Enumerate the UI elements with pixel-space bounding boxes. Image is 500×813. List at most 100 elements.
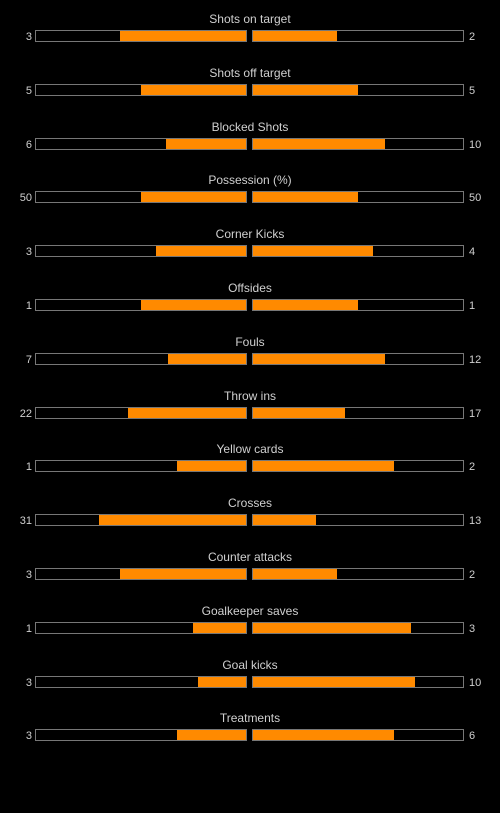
stat-label: Shots off target [209, 65, 291, 80]
away-value: 4 [469, 246, 476, 259]
away-bar-fill [253, 730, 394, 741]
away-value: 6 [469, 730, 476, 743]
away-bar-fill [253, 84, 358, 95]
home-value: 3 [25, 569, 32, 581]
home-bar-track [35, 514, 247, 527]
stat-row: Corner Kicks 3 4 [0, 227, 500, 267]
home-bar-fill [177, 730, 246, 741]
home-bar-fill [141, 300, 246, 310]
home-bar-track [35, 245, 247, 258]
stat-row: Fouls 7 12 [0, 335, 500, 375]
home-value: 3 [25, 676, 32, 689]
away-bar-track [252, 568, 464, 580]
away-bar-track [252, 675, 464, 688]
stat-row: Treatments 3 6 [0, 711, 500, 751]
stat-label: Treatments [219, 711, 281, 726]
home-bar-track [35, 299, 247, 311]
away-bar-fill [253, 622, 411, 633]
home-bar-fill [177, 461, 246, 472]
home-value: 3 [25, 730, 32, 743]
stat-label: Shots on target [209, 12, 291, 26]
home-bar-fill [120, 31, 246, 41]
home-bar-track [35, 460, 247, 473]
stat-label: Yellow cards [216, 442, 284, 457]
away-bar-track [252, 514, 464, 527]
home-bar-track [35, 30, 247, 42]
away-value: 3 [469, 622, 476, 635]
stat-row: Shots on target 3 2 [0, 12, 500, 52]
stat-label: Throw ins [223, 388, 276, 403]
home-bar-track [35, 137, 247, 150]
home-bar-fill [141, 84, 246, 95]
home-value: 5 [25, 84, 32, 97]
away-bar-track [252, 191, 464, 204]
stat-row: Goalkeeper saves 1 3 [0, 604, 500, 644]
away-bar-track [252, 460, 464, 473]
home-bar-fill [166, 138, 246, 149]
away-bar-fill [253, 246, 373, 257]
away-bar-track [252, 729, 464, 742]
stat-label: Crosses [227, 496, 272, 511]
away-bar-fill [253, 407, 345, 418]
stat-label: Possession (%) [208, 173, 292, 188]
home-value: 22 [19, 407, 32, 420]
home-value: 7 [25, 353, 32, 366]
away-bar-track [252, 83, 464, 96]
home-value: 3 [25, 246, 32, 259]
stat-row: Counter attacks 3 2 [0, 550, 500, 590]
away-bar-track [252, 352, 464, 365]
away-bar-track [252, 621, 464, 634]
away-bar-fill [253, 31, 337, 41]
stat-row: Goal kicks 3 10 [0, 658, 500, 698]
away-bar-fill [253, 353, 385, 364]
away-bar-fill [253, 138, 385, 149]
away-value: 12 [469, 353, 482, 366]
away-bar-fill [253, 515, 316, 526]
away-value: 2 [469, 31, 476, 43]
away-bar-track [252, 299, 464, 311]
away-bar-track [252, 245, 464, 258]
stat-label: Corner Kicks [215, 227, 285, 242]
away-bar-track [252, 137, 464, 150]
home-bar-fill [120, 569, 246, 579]
away-value: 5 [469, 84, 476, 97]
away-value: 1 [469, 300, 476, 312]
away-value: 10 [469, 138, 482, 151]
stat-row: Offsides 1 1 [0, 281, 500, 321]
home-bar-fill [99, 515, 246, 526]
home-bar-track [35, 621, 247, 634]
home-value: 3 [25, 31, 32, 43]
away-bar-fill [253, 676, 415, 687]
away-value: 2 [469, 569, 476, 581]
home-bar-track [35, 191, 247, 204]
away-value: 17 [469, 407, 482, 420]
away-value: 10 [469, 676, 482, 689]
stat-row: Yellow cards 1 2 [0, 442, 500, 482]
stat-row: Possession (%) 50 50 [0, 173, 500, 213]
stat-label: Fouls [235, 334, 265, 349]
home-bar-track [35, 406, 247, 419]
home-value: 6 [25, 138, 32, 151]
stat-label: Offsides [228, 281, 272, 295]
away-value: 2 [469, 461, 476, 474]
away-bar-track [252, 30, 464, 42]
home-bar-track [35, 83, 247, 96]
home-bar-fill [156, 246, 246, 257]
away-value: 50 [469, 192, 482, 205]
home-bar-fill [198, 676, 246, 687]
home-bar-track [35, 568, 247, 580]
stat-row: Crosses 31 13 [0, 496, 500, 536]
home-value: 1 [25, 622, 32, 635]
away-bar-fill [253, 461, 394, 472]
away-bar-track [252, 406, 464, 419]
stat-row: Throw ins 22 17 [0, 389, 500, 429]
home-value: 1 [25, 300, 32, 312]
home-bar-track [35, 352, 247, 365]
home-bar-fill [193, 622, 246, 633]
home-value: 1 [25, 461, 32, 474]
away-bar-fill [253, 300, 358, 310]
home-bar-fill [168, 353, 246, 364]
away-value: 13 [469, 515, 482, 528]
stat-label: Blocked Shots [211, 119, 289, 134]
